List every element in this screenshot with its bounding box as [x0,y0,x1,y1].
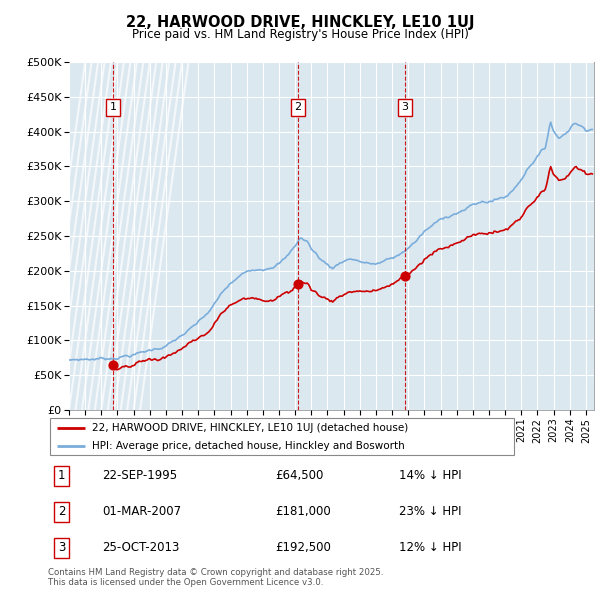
Text: 1: 1 [58,469,65,482]
Text: HPI: Average price, detached house, Hinckley and Bosworth: HPI: Average price, detached house, Hinc… [92,441,405,451]
Text: 3: 3 [401,102,409,112]
Point [108,360,118,370]
Text: 1: 1 [109,102,116,112]
Text: 3: 3 [58,542,65,555]
Text: £64,500: £64,500 [275,469,323,482]
Text: 25-OCT-2013: 25-OCT-2013 [102,542,179,555]
Text: 23% ↓ HPI: 23% ↓ HPI [399,505,461,519]
Text: 12% ↓ HPI: 12% ↓ HPI [399,542,461,555]
Text: 01-MAR-2007: 01-MAR-2007 [102,505,181,519]
Text: £181,000: £181,000 [275,505,331,519]
Point [293,279,302,289]
Text: 22-SEP-1995: 22-SEP-1995 [102,469,177,482]
Text: 2: 2 [58,505,65,519]
FancyBboxPatch shape [50,418,514,455]
Text: Price paid vs. HM Land Registry's House Price Index (HPI): Price paid vs. HM Land Registry's House … [131,28,469,41]
Text: 22, HARWOOD DRIVE, HINCKLEY, LE10 1UJ: 22, HARWOOD DRIVE, HINCKLEY, LE10 1UJ [126,15,474,30]
Text: Contains HM Land Registry data © Crown copyright and database right 2025.
This d: Contains HM Land Registry data © Crown c… [48,568,383,587]
Text: 22, HARWOOD DRIVE, HINCKLEY, LE10 1UJ (detached house): 22, HARWOOD DRIVE, HINCKLEY, LE10 1UJ (d… [92,422,409,432]
Point [400,271,410,281]
Text: 14% ↓ HPI: 14% ↓ HPI [399,469,461,482]
Text: £192,500: £192,500 [275,542,331,555]
Text: 2: 2 [294,102,301,112]
